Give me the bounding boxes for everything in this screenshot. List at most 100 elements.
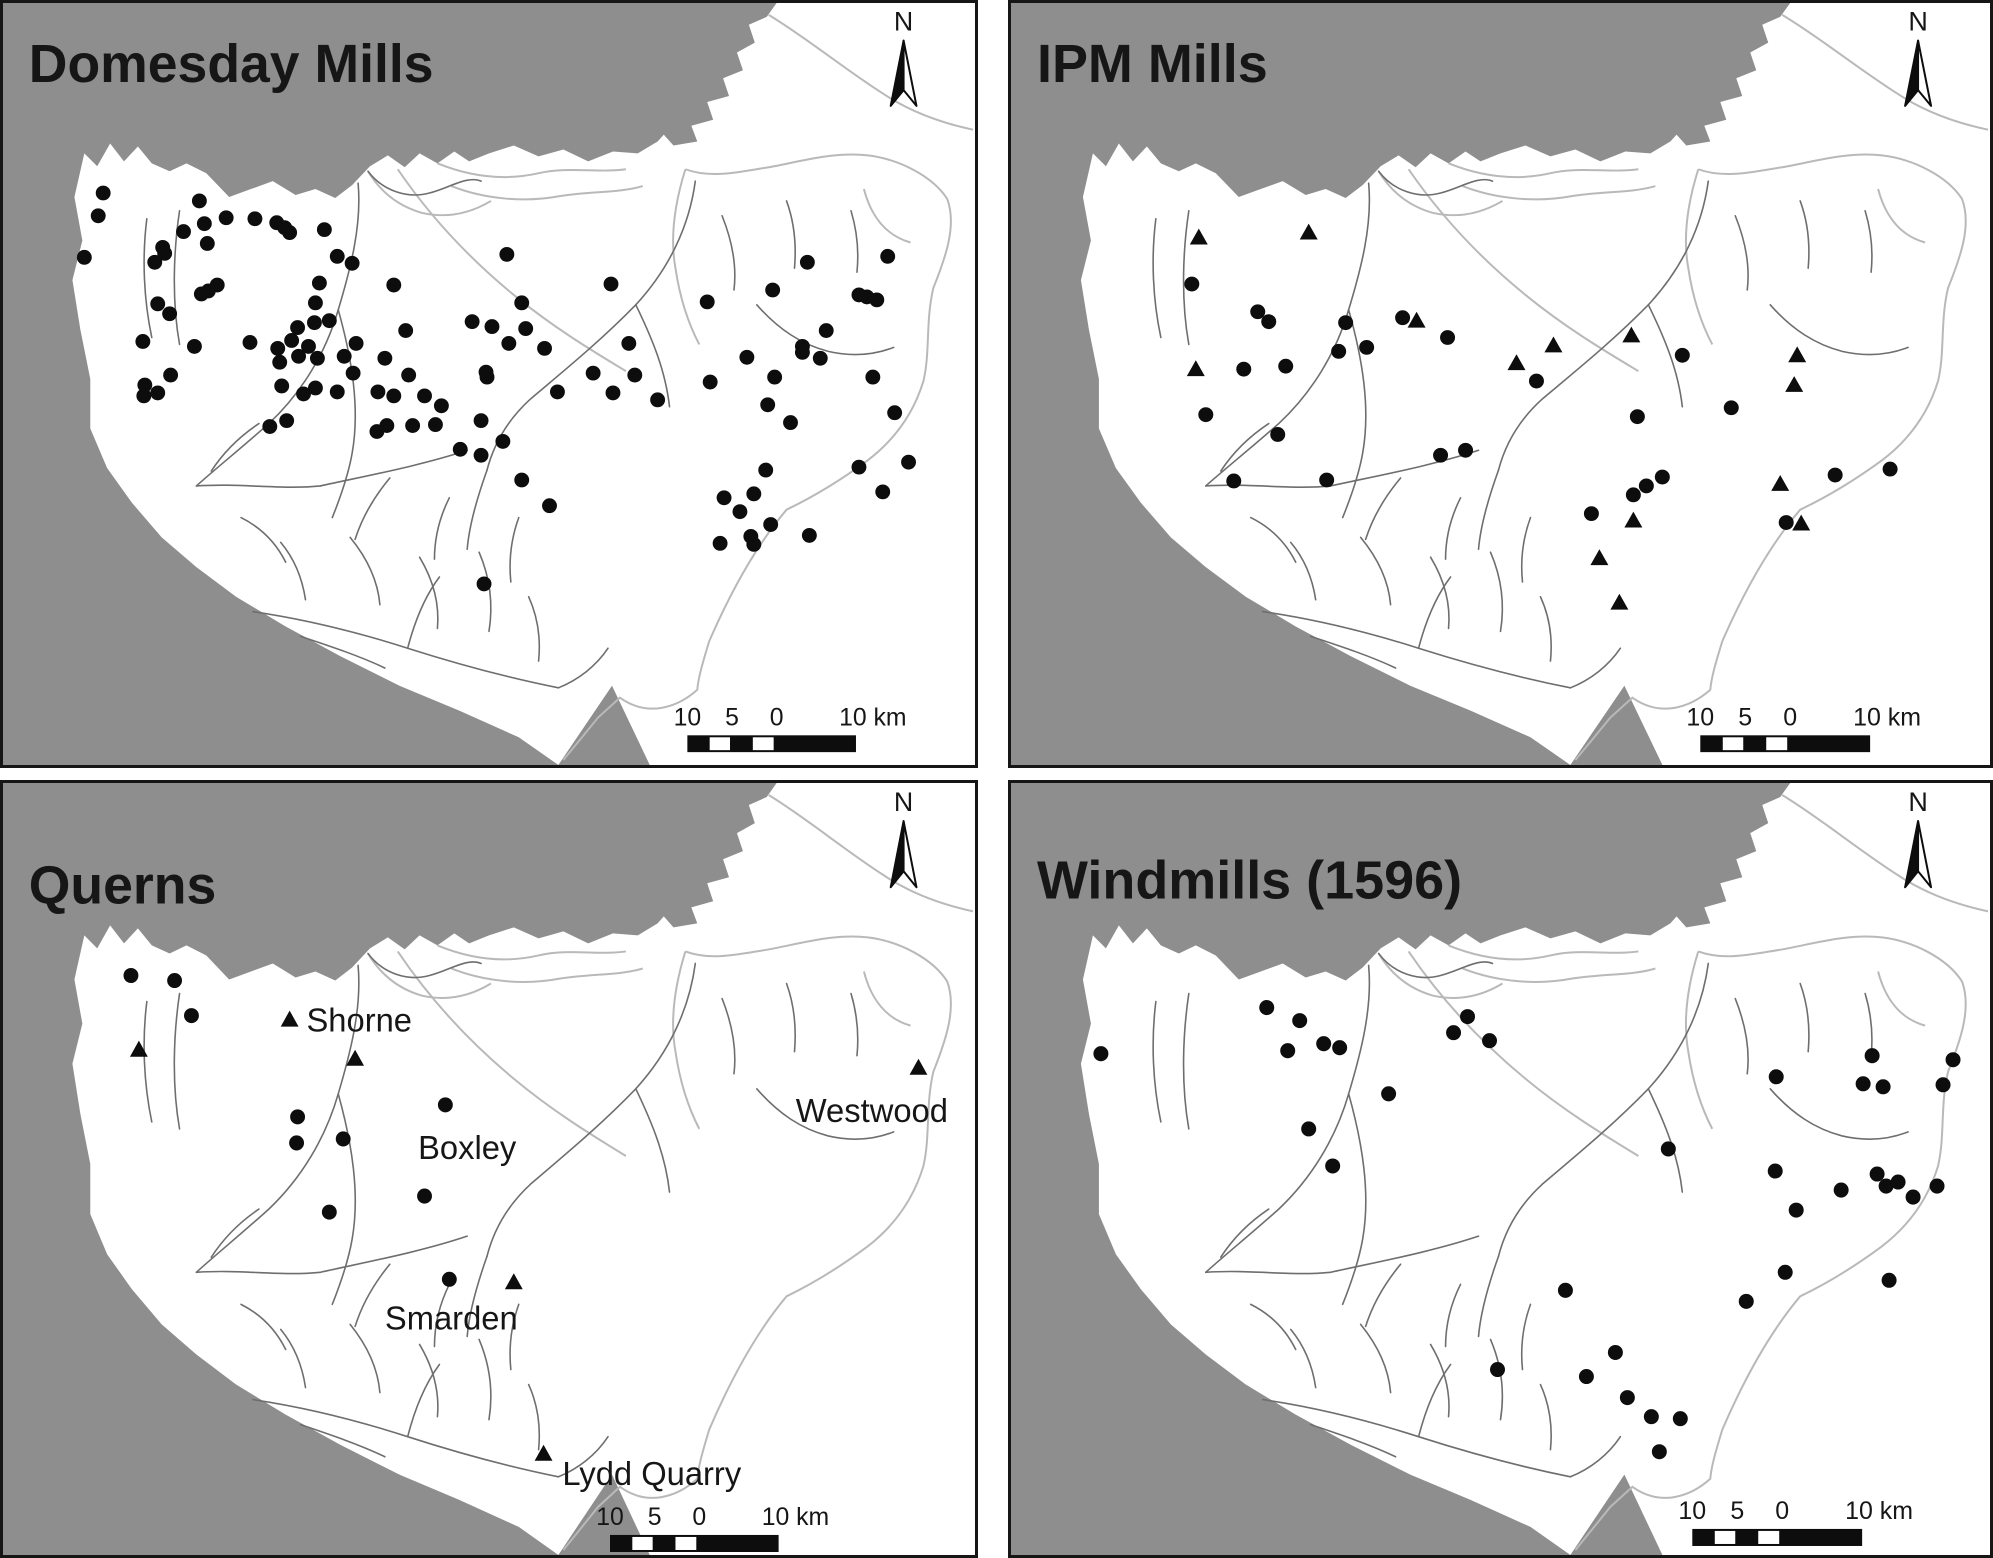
site-triangle-marker (1622, 326, 1641, 343)
site-circle-marker (386, 277, 402, 293)
site-circle-marker (473, 413, 489, 429)
site-circle-marker (1625, 487, 1641, 503)
site-circle-marker (163, 367, 179, 383)
site-circle-marker (865, 369, 881, 385)
site-circle-marker (199, 236, 215, 251)
site-circle-marker (76, 249, 92, 265)
site-circle-marker (783, 415, 798, 431)
site-circle-marker (1864, 1048, 1880, 1064)
site-triangle-marker (346, 1049, 365, 1066)
site-circle-marker (1945, 1052, 1961, 1068)
site-triangle-marker (534, 1444, 553, 1461)
site-circle-marker (473, 447, 489, 463)
site-circle-marker (1250, 304, 1266, 320)
site-circle-marker (1198, 407, 1214, 423)
site-circle-marker (282, 225, 298, 241)
site-circle-marker (732, 504, 748, 520)
site-triangle-marker (129, 1040, 148, 1057)
site-circle-marker (135, 334, 151, 349)
site-triangle-marker (1788, 346, 1807, 363)
scale-bar-label: 10 (674, 704, 702, 731)
site-circle-marker (1446, 1025, 1462, 1041)
markers-layer (1093, 1000, 1961, 1460)
site-circle-marker (1093, 1046, 1109, 1062)
site-circle-marker (290, 1109, 306, 1125)
site-circle-marker (627, 367, 643, 383)
site-circle-marker (1767, 1163, 1783, 1179)
scale-bar-label: 5 (648, 1503, 662, 1531)
site-circle-marker (1433, 447, 1449, 463)
site-circle-marker (1261, 314, 1277, 330)
scale-bar: 10 5 0 10 km (596, 1503, 829, 1552)
site-circle-marker (296, 386, 311, 402)
site-circle-marker (537, 340, 552, 356)
scale-bar-label: 10 (1678, 1497, 1706, 1525)
site-triangle-marker (504, 1273, 523, 1290)
scale-bar-label: 5 (725, 704, 739, 731)
site-circle-marker (123, 967, 139, 984)
site-circle-marker (1651, 1444, 1667, 1460)
site-circle-marker (1827, 467, 1843, 483)
site-circle-marker (433, 398, 449, 414)
place-label: Westwood (796, 1092, 948, 1129)
site-circle-marker (869, 292, 885, 308)
scale-bar-label: 10 km (839, 704, 906, 731)
site-circle-marker (746, 536, 762, 552)
place-label: Smarden (385, 1299, 518, 1336)
site-triangle-marker (1610, 593, 1629, 610)
north-arrow: N (889, 7, 918, 107)
site-circle-marker (650, 392, 666, 408)
site-circle-marker (329, 248, 345, 264)
site-circle-marker (1184, 276, 1200, 292)
site-circle-marker (1458, 442, 1474, 458)
site-circle-marker (1607, 1344, 1623, 1360)
site-circle-marker (1643, 1409, 1659, 1425)
site-circle-marker (1440, 330, 1456, 345)
north-arrow: N (1904, 7, 1933, 107)
site-circle-marker (150, 296, 166, 312)
site-circle-marker (901, 454, 916, 470)
site-triangle-marker (280, 1010, 299, 1027)
site-circle-marker (818, 323, 834, 338)
scale-bar-label: 0 (1775, 1497, 1789, 1525)
site-circle-marker (311, 275, 327, 291)
site-circle-marker (176, 224, 191, 240)
site-circle-marker (321, 1204, 337, 1220)
site-circle-marker (417, 388, 432, 404)
site-circle-marker (301, 338, 316, 354)
site-circle-marker (1490, 1362, 1505, 1378)
north-arrow-label: N (894, 787, 913, 817)
site-circle-marker (1325, 1158, 1341, 1174)
site-circle-marker (1738, 1293, 1754, 1309)
site-circle-marker (377, 350, 393, 366)
site-circle-marker (1331, 343, 1347, 359)
site-circle-marker (270, 340, 286, 356)
site-circle-marker (316, 222, 332, 238)
panel-title: Windmills (1596) (1037, 850, 1462, 910)
site-circle-marker (812, 350, 828, 366)
site-circle-marker (386, 388, 402, 404)
site-circle-marker (1778, 515, 1794, 530)
site-circle-marker (476, 576, 492, 592)
site-circle-marker (880, 248, 896, 264)
site-circle-marker (307, 295, 323, 311)
scale-bar-label: 10 (596, 1503, 624, 1531)
site-circle-marker (437, 1097, 453, 1113)
scale-bar: 10 5 0 10 km (1686, 705, 1921, 753)
scale-bar-label: 10 (1686, 705, 1714, 732)
north-arrow-label: N (894, 7, 913, 37)
site-circle-marker (518, 321, 534, 337)
site-circle-marker (514, 472, 530, 488)
site-circle-marker (162, 306, 178, 322)
markers-layer (1184, 223, 1898, 610)
site-circle-marker (1270, 427, 1286, 442)
site-circle-marker (191, 193, 207, 209)
panel-querns: Shorne Boxley Smarden Westwood Lydd Quarry Qu… (0, 780, 978, 1558)
site-circle-marker (137, 377, 153, 393)
site-circle-marker (1557, 1282, 1573, 1298)
scale-bar-segments (610, 1534, 779, 1552)
site-circle-marker (1875, 1079, 1891, 1095)
panel-ipm-mills: IPM Mills N 10 5 0 10 km (1008, 0, 1993, 768)
scale-bar-label: 0 (1783, 705, 1797, 732)
site-triangle-marker (1771, 475, 1790, 491)
